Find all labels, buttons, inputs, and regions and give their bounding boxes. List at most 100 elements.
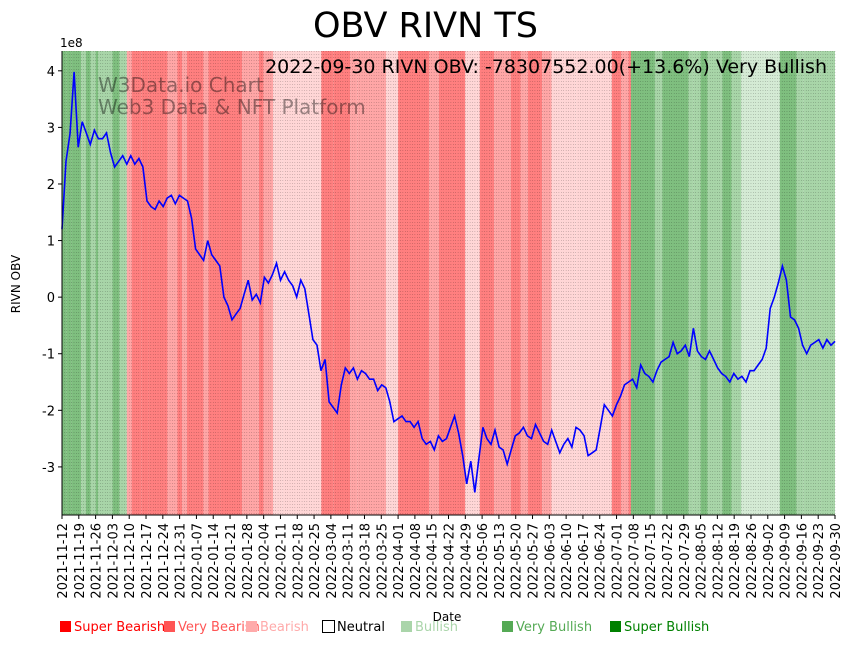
x-tick-label: 2022-07-08 bbox=[627, 523, 642, 599]
regime-band-51 bbox=[700, 51, 708, 515]
latest-value-annotation: 2022-09-30 RIVN OBV: -78307552.00(+13.6%… bbox=[265, 56, 827, 78]
regime-band-20 bbox=[220, 51, 243, 515]
y-tick-label: 3 bbox=[47, 121, 55, 136]
y-tick-label: 1 bbox=[47, 235, 55, 250]
x-tick-label: 2022-05-27 bbox=[527, 523, 542, 599]
regime-band-14 bbox=[167, 51, 178, 515]
regime-band-29 bbox=[357, 51, 387, 515]
regime-band-53 bbox=[722, 51, 732, 515]
x-axis-label: Date bbox=[433, 610, 462, 624]
x-tick-label: 2021-11-12 bbox=[56, 523, 71, 599]
vertical-gridlines bbox=[61, 51, 836, 515]
regime-band-12 bbox=[141, 51, 149, 515]
regime-band-9 bbox=[119, 51, 127, 515]
y-tick-label: 0 bbox=[47, 291, 55, 306]
legend-label: Very Bearish bbox=[178, 620, 260, 635]
regime-bands bbox=[62, 51, 835, 515]
y-tick-label: 2 bbox=[47, 178, 55, 193]
x-tick-label: 2022-08-12 bbox=[711, 523, 726, 599]
x-tick-label: 2022-07-22 bbox=[661, 523, 676, 599]
regime-band-60 bbox=[803, 51, 821, 515]
x-tick-label: 2021-11-26 bbox=[90, 523, 105, 599]
regime-band-1 bbox=[66, 51, 72, 515]
regime-band-15 bbox=[177, 51, 183, 515]
legend-label: Super Bullish bbox=[624, 620, 710, 635]
regime-band-47 bbox=[654, 51, 663, 515]
x-tick-label: 2022-04-01 bbox=[392, 523, 407, 599]
x-tick-label: 2022-03-04 bbox=[325, 523, 340, 599]
x-tick-label: 2022-04-29 bbox=[459, 523, 474, 599]
regime-band-52 bbox=[707, 51, 723, 515]
x-tick-label: 2022-06-17 bbox=[577, 523, 592, 599]
regime-band-42 bbox=[575, 51, 612, 515]
regime-band-13 bbox=[148, 51, 168, 515]
x-tick-label: 2021-12-17 bbox=[140, 523, 155, 599]
regime-band-3 bbox=[81, 51, 87, 515]
x-tick-label: 2022-06-24 bbox=[594, 523, 609, 599]
y-tick-label: 4 bbox=[47, 65, 55, 80]
x-tick-label: 2022-09-23 bbox=[812, 523, 827, 599]
regime-band-17 bbox=[186, 51, 204, 515]
legend-item-bullish: Bullish bbox=[401, 620, 458, 636]
regime-band-24 bbox=[273, 51, 283, 515]
x-tick-label: 2022-08-05 bbox=[695, 523, 710, 599]
regime-band-10 bbox=[126, 51, 132, 515]
regime-band-37 bbox=[510, 51, 521, 515]
legend-item-bearish: Bearish bbox=[246, 620, 309, 636]
regime-band-45 bbox=[628, 51, 631, 515]
y-tick-label: -1 bbox=[42, 348, 55, 363]
regime-band-54 bbox=[731, 51, 742, 515]
regime-band-56 bbox=[748, 51, 768, 515]
x-tick-label: 2022-06-03 bbox=[543, 523, 558, 599]
x-tick-label: 2021-12-24 bbox=[157, 523, 172, 599]
y-axis-label: RIVN OBV bbox=[9, 254, 23, 313]
regime-band-6 bbox=[95, 51, 99, 515]
regime-band-34 bbox=[465, 51, 480, 515]
regime-band-40 bbox=[542, 51, 552, 515]
regime-band-61 bbox=[820, 51, 835, 515]
legend-label: Bearish bbox=[260, 620, 309, 635]
regime-band-31 bbox=[398, 51, 430, 515]
x-tick-label: 2021-11-19 bbox=[73, 523, 88, 599]
x-tick-label: 2022-04-15 bbox=[426, 523, 441, 599]
regime-band-44 bbox=[621, 51, 629, 515]
regime-band-21 bbox=[242, 51, 259, 515]
regime-band-57 bbox=[767, 51, 780, 515]
regime-band-48 bbox=[662, 51, 689, 515]
legend-swatch bbox=[246, 621, 257, 632]
x-tick-label: 2022-09-09 bbox=[779, 523, 794, 599]
regime-band-46 bbox=[630, 51, 655, 515]
x-tick-label: 2022-03-25 bbox=[375, 523, 390, 599]
x-tick-label: 2022-02-11 bbox=[275, 523, 290, 599]
legend-swatch bbox=[610, 621, 621, 632]
x-tick-label: 2021-12-31 bbox=[174, 523, 189, 599]
regime-band-49 bbox=[688, 51, 694, 515]
regime-band-43 bbox=[611, 51, 622, 515]
regime-band-36 bbox=[494, 51, 511, 515]
x-tick-label: 2022-03-11 bbox=[342, 523, 357, 599]
regime-band-7 bbox=[98, 51, 113, 515]
x-tick-label: 2022-09-30 bbox=[829, 523, 844, 599]
legend-label: Bullish bbox=[415, 620, 459, 635]
regime-band-30 bbox=[386, 51, 399, 515]
x-tick-label: 2022-02-25 bbox=[308, 523, 323, 599]
regime-band-5 bbox=[90, 51, 96, 515]
regime-band-32 bbox=[429, 51, 439, 515]
regime-band-55 bbox=[741, 51, 749, 515]
x-tick-label: 2021-12-10 bbox=[123, 523, 138, 599]
y-tick-label: -3 bbox=[42, 461, 55, 476]
regime-band-33 bbox=[438, 51, 466, 515]
legend-swatch bbox=[322, 620, 335, 633]
regime-band-16 bbox=[182, 51, 187, 515]
x-tick-label: 2022-08-19 bbox=[728, 523, 743, 599]
regime-band-0 bbox=[62, 51, 67, 515]
x-tick-label: 2022-05-20 bbox=[510, 523, 525, 599]
regime-band-39 bbox=[527, 51, 543, 515]
x-tick-label: 2022-06-10 bbox=[560, 523, 575, 599]
legend-item-very-bullish: Very Bullish bbox=[502, 620, 592, 636]
legend: Super Bearish Very Bearish Bearish Neutral B… bbox=[60, 620, 850, 640]
x-tick-label: 2022-01-21 bbox=[224, 523, 239, 599]
x-tick-label: 2022-01-14 bbox=[207, 523, 222, 599]
axes: -3 -2 -1 0 1 2 3 4 2021-11-12 2021-11-19 2021-11-2… bbox=[42, 51, 844, 599]
